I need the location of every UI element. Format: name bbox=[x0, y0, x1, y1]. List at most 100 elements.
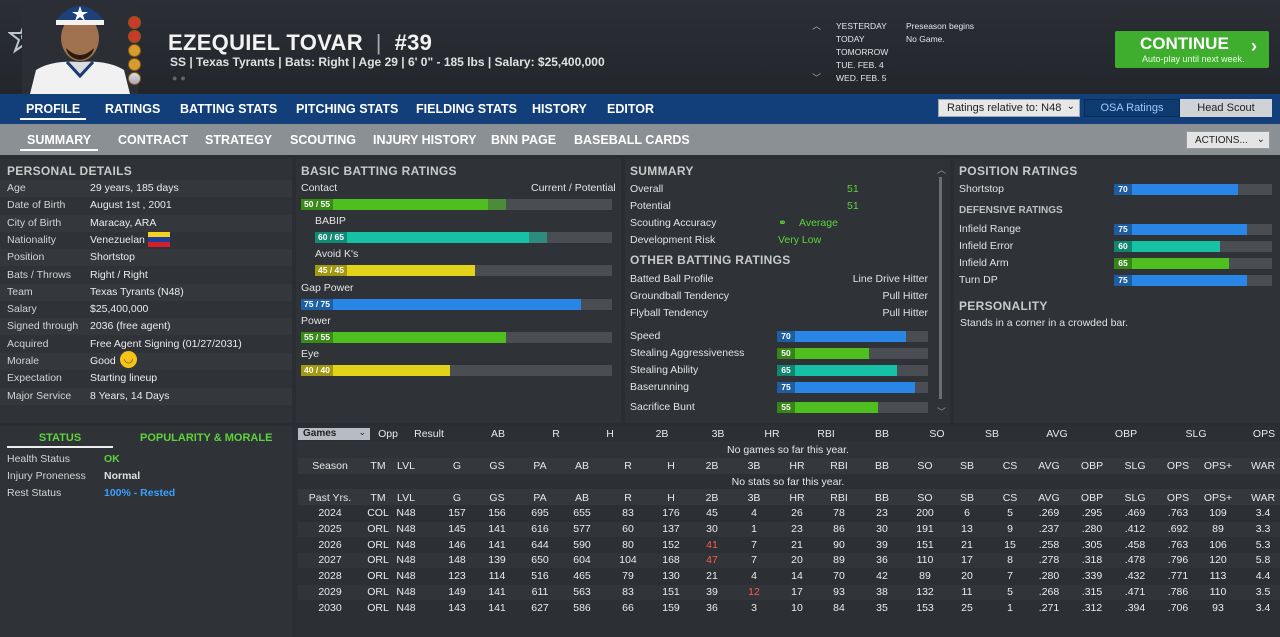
season-column-header: TM bbox=[370, 460, 386, 472]
chevron-right-icon: › bbox=[1251, 36, 1257, 56]
calendar-up-icon[interactable]: ︿ bbox=[812, 21, 822, 31]
table-cell: 141 bbox=[488, 586, 506, 598]
osa-ratings-toggle[interactable]: OSA Ratings bbox=[1084, 99, 1180, 117]
table-cell: 25 bbox=[961, 601, 973, 614]
table-cell: 11 bbox=[961, 586, 973, 598]
table-cell: 23 bbox=[876, 507, 888, 519]
player-info: SS | Texas Tyrants | Bats: Right | Age 2… bbox=[170, 55, 605, 69]
season-column-header: 3B bbox=[747, 460, 761, 472]
season-column-header: GS bbox=[489, 460, 505, 472]
calendar-down-icon[interactable]: ﹀ bbox=[812, 73, 822, 83]
head-scout-toggle[interactable]: Head Scout bbox=[1180, 99, 1272, 117]
award-medal-icon bbox=[128, 30, 141, 43]
calendar-day[interactable]: TODAY bbox=[836, 34, 865, 44]
tab-baseball-cards[interactable]: BASEBALL CARDS bbox=[574, 133, 690, 147]
detail-value: 29 years, 185 days bbox=[90, 182, 179, 194]
games-select[interactable]: Games ⌄ bbox=[298, 427, 370, 440]
table-cell: 695 bbox=[531, 507, 549, 519]
table-cell: ORL bbox=[367, 586, 389, 598]
personal-details-title: PERSONAL DETAILS bbox=[7, 164, 133, 178]
tab-scouting[interactable]: SCOUTING bbox=[290, 133, 356, 147]
summary-scrollbar[interactable]: ︿ ﹀ bbox=[937, 163, 947, 419]
calendar-day[interactable]: WED. FEB. 5 bbox=[836, 73, 887, 83]
table-cell: 1 bbox=[1007, 601, 1013, 614]
table-cell: 78 bbox=[833, 507, 845, 519]
past-column-header: HR bbox=[789, 492, 805, 504]
row-stripe bbox=[0, 283, 292, 301]
table-cell: 36 bbox=[876, 554, 888, 567]
tab-fielding-stats[interactable]: FIELDING STATS bbox=[416, 102, 517, 116]
tab-batting-stats[interactable]: BATTING STATS bbox=[180, 102, 278, 116]
chevron-down-icon: ⌄ bbox=[1256, 134, 1265, 145]
status-value: OK bbox=[104, 453, 120, 465]
table-cell: 3.3 bbox=[1255, 522, 1271, 535]
tab-bnn-page[interactable]: BNN PAGE bbox=[491, 133, 557, 147]
table-cell: 137 bbox=[662, 522, 680, 535]
games-column-header: Result bbox=[414, 428, 444, 440]
tab-strategy[interactable]: STRATEGY bbox=[205, 133, 273, 147]
season-column-header: Season bbox=[312, 460, 348, 472]
season-column-header: LVL bbox=[397, 460, 415, 472]
table-cell: 12 bbox=[748, 586, 760, 598]
calendar-days: YESTERDAY TODAY TOMORROW TUE. FEB. 4 WED… bbox=[836, 20, 916, 85]
calendar-day[interactable]: TUE. FEB. 4 bbox=[836, 60, 884, 70]
tab-profile[interactable]: PROFILE bbox=[20, 102, 87, 120]
tab-contract[interactable]: CONTRACT bbox=[118, 133, 189, 147]
past-column-header: 3B bbox=[747, 492, 761, 504]
rating-fill bbox=[1114, 275, 1247, 286]
scroll-up-icon[interactable]: ︿ bbox=[937, 165, 947, 175]
detail-label: Acquired bbox=[7, 337, 49, 350]
table-cell: .295 bbox=[1081, 507, 1103, 519]
row-stripe bbox=[298, 489, 1280, 505]
tab-status[interactable]: STATUS bbox=[7, 432, 113, 448]
potential-label: Potential bbox=[630, 200, 671, 212]
tab-summary[interactable]: SUMMARY bbox=[20, 133, 99, 151]
tab-history[interactable]: HISTORY bbox=[532, 102, 587, 116]
table-cell: .269 bbox=[1038, 507, 1060, 519]
season-column-header: SLG bbox=[1124, 460, 1146, 472]
table-cell: .258 bbox=[1038, 538, 1060, 551]
actions-dropdown[interactable]: ACTIONS... ⌄ bbox=[1186, 131, 1270, 149]
chevron-down-icon: ⌄ bbox=[358, 427, 366, 437]
calendar-day[interactable]: TOMORROW bbox=[836, 47, 889, 57]
player-header: EZEQUIEL TOVAR | #39 SS | Texas Tyrants … bbox=[0, 0, 1280, 94]
rating-bar: 75 bbox=[1114, 275, 1272, 286]
table-cell: 611 bbox=[531, 586, 549, 598]
table-cell: .268 bbox=[1038, 586, 1060, 598]
smiley-face-icon: ◡ bbox=[120, 351, 137, 368]
calendar-day[interactable]: YESTERDAY bbox=[836, 21, 887, 31]
table-cell: 590 bbox=[573, 538, 591, 551]
rating-value: 60 bbox=[1114, 241, 1132, 252]
table-cell: 151 bbox=[916, 538, 934, 551]
row-stripe bbox=[0, 180, 292, 197]
table-cell: 89 bbox=[833, 554, 845, 567]
season-column-header: AB bbox=[574, 460, 589, 472]
continue-button[interactable]: CONTINUE Auto-play until next week. › bbox=[1115, 31, 1269, 68]
table-cell: 4 bbox=[751, 570, 757, 583]
player-number: #39 bbox=[394, 30, 433, 55]
page-dots: ●● bbox=[172, 73, 189, 83]
tab-ratings[interactable]: RATINGS bbox=[105, 102, 161, 116]
table-cell: .763 bbox=[1167, 538, 1189, 551]
table-cell: 152 bbox=[662, 538, 680, 551]
rating-fill bbox=[777, 331, 906, 342]
ratings-relative-select[interactable]: Ratings relative to: N48 ⌄ bbox=[938, 99, 1080, 117]
scroll-down-icon[interactable]: ﹀ bbox=[937, 407, 947, 417]
table-cell: 149 bbox=[448, 586, 466, 598]
rating-bar: 50 / 55 bbox=[301, 199, 612, 210]
past-column-header: 2B bbox=[705, 492, 719, 504]
past-column-header: WAR bbox=[1250, 492, 1276, 504]
row-stripe bbox=[298, 553, 1280, 569]
tab-editor[interactable]: EDITOR bbox=[607, 102, 654, 116]
table-cell: 38 bbox=[876, 586, 888, 598]
table-cell: 41 bbox=[706, 538, 718, 551]
tab-injury-history[interactable]: INJURY HISTORY bbox=[373, 133, 477, 147]
table-cell: 45 bbox=[706, 507, 718, 519]
tab-pitching-stats[interactable]: PITCHING STATS bbox=[296, 102, 399, 116]
other-rating-label: Batted Ball Profile bbox=[630, 273, 714, 285]
table-cell: 146 bbox=[448, 538, 466, 551]
row-stripe bbox=[298, 458, 1280, 474]
tab-popularity-morale[interactable]: POPULARITY & MORALE bbox=[140, 432, 273, 444]
rating-fill bbox=[777, 382, 916, 393]
batting-rating-name: Gap Power bbox=[301, 282, 354, 294]
